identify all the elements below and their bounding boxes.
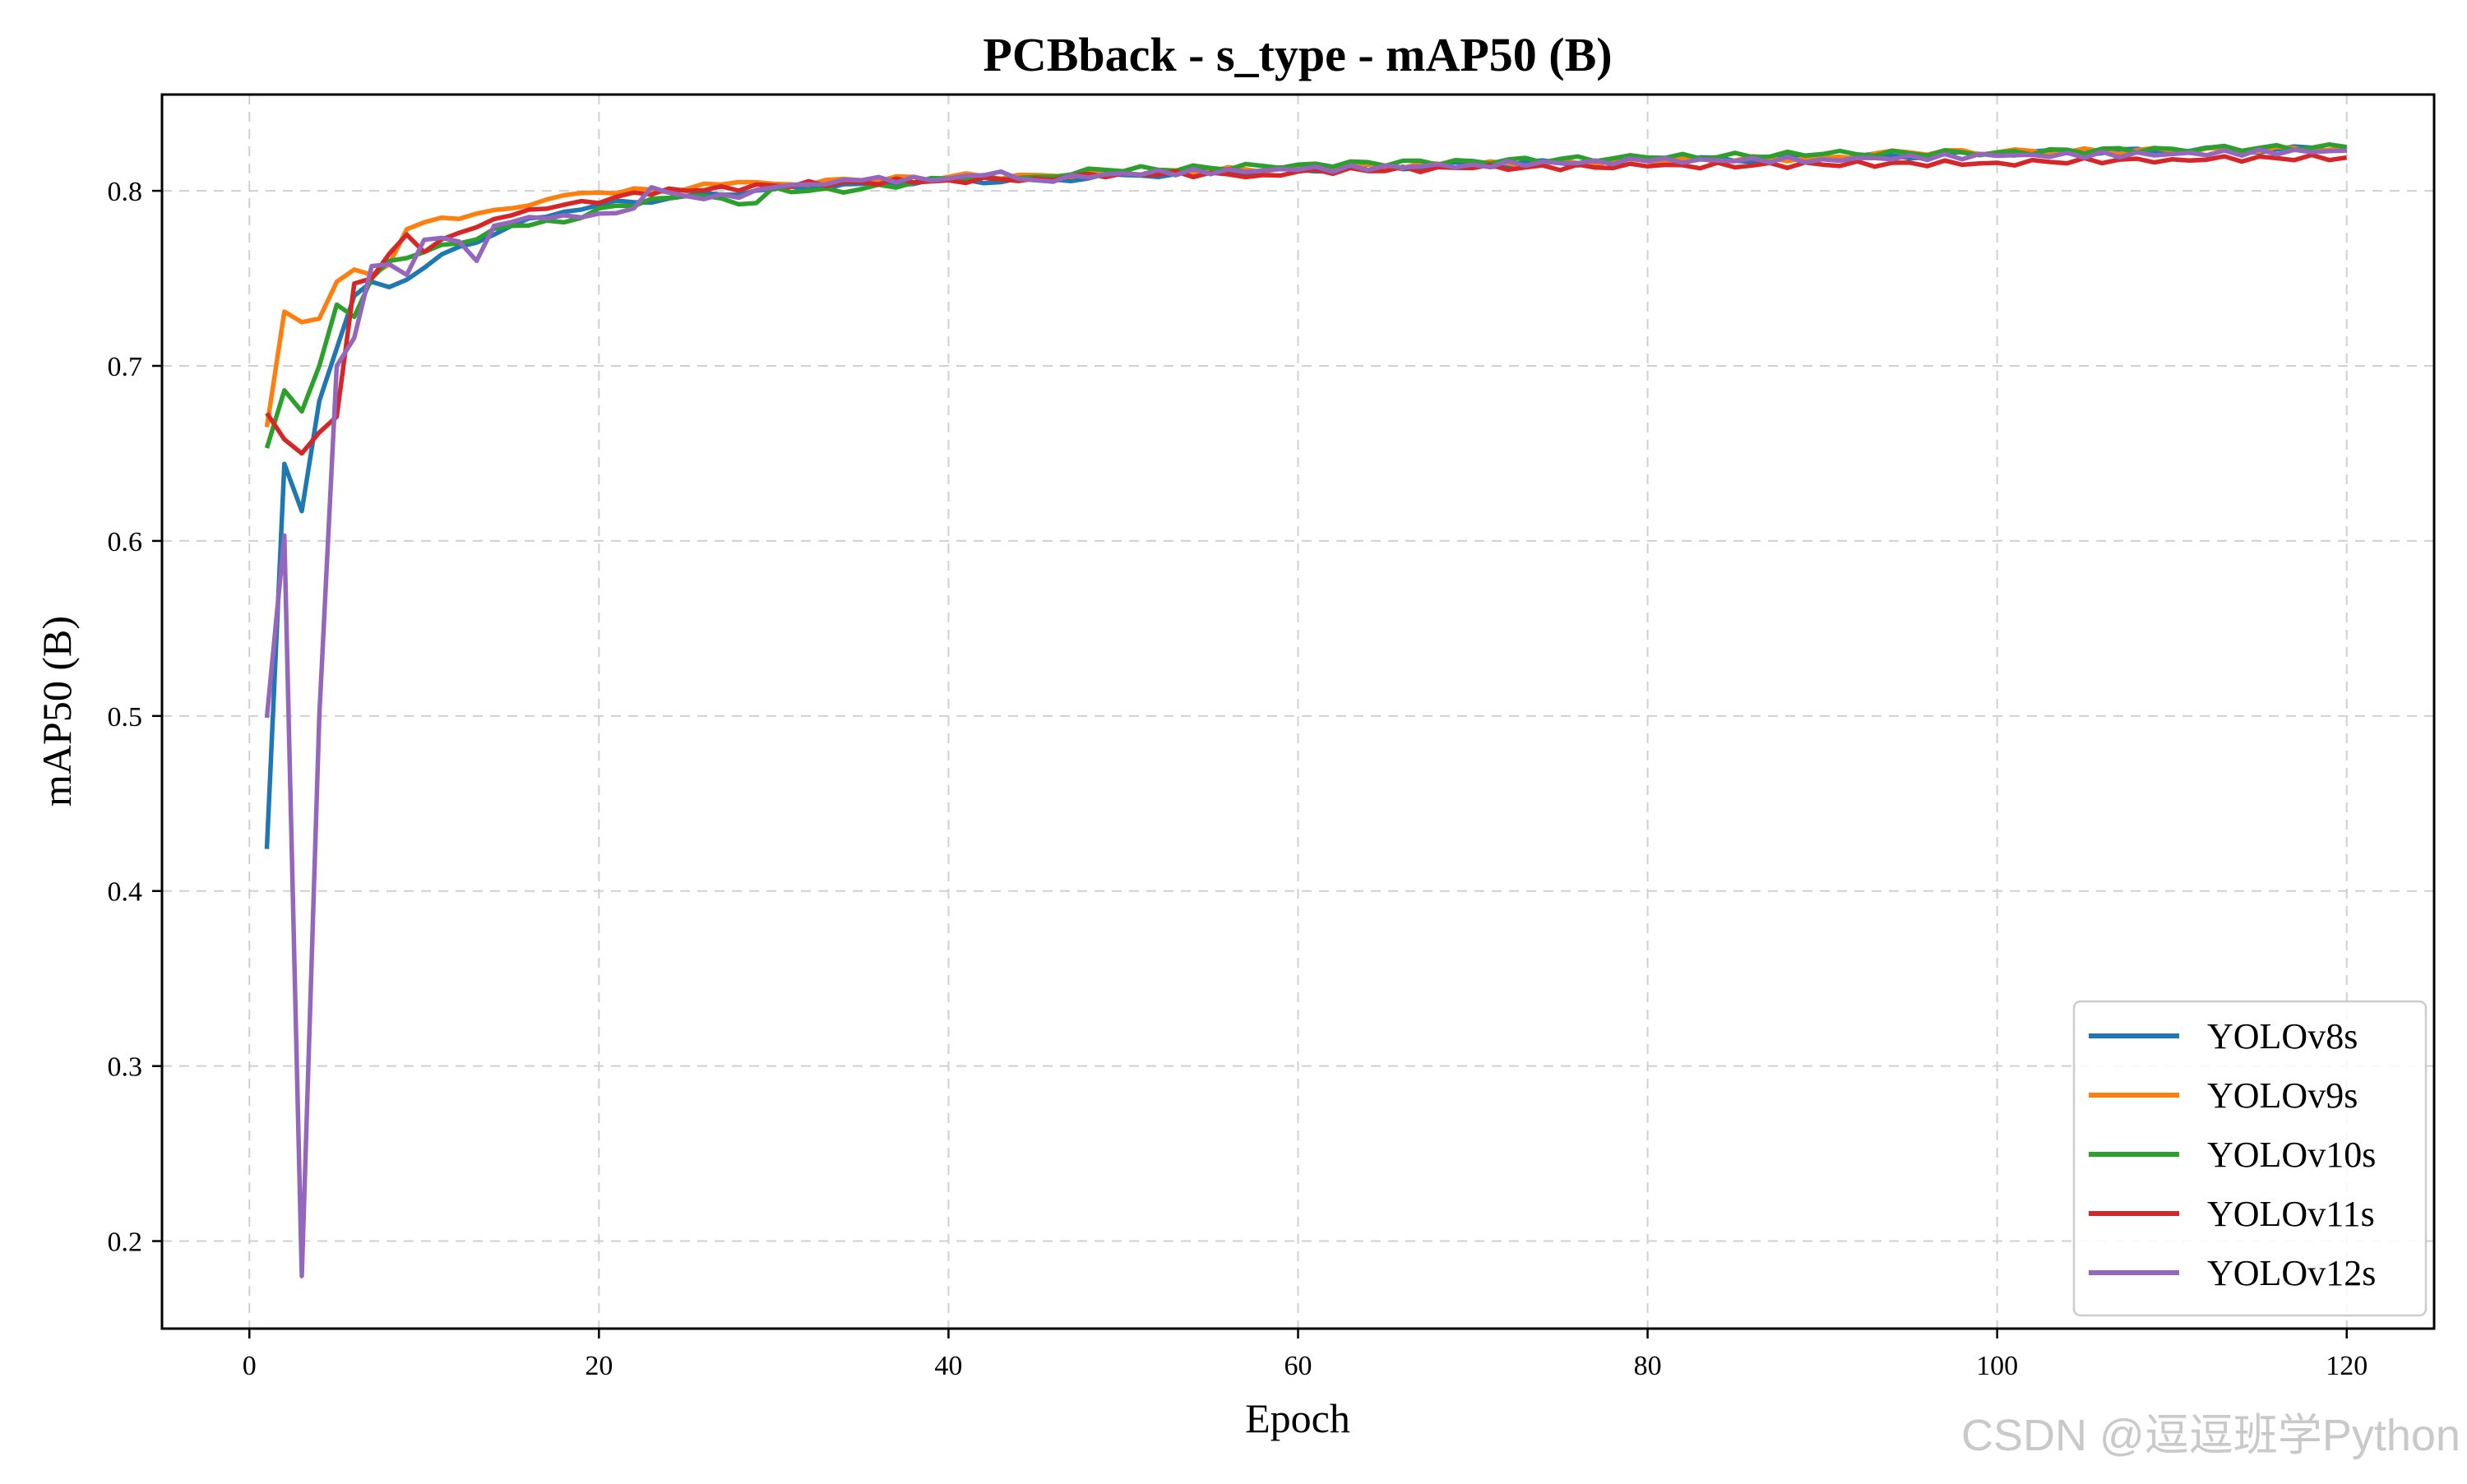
legend-label-yolov11s: YOLOv11s [2207, 1194, 2375, 1234]
legend-label-yolov8s: YOLOv8s [2207, 1016, 2358, 1056]
series-line-yolov12s [264, 146, 2347, 1278]
legend-label-yolov10s: YOLOv10s [2207, 1135, 2376, 1175]
legend: YOLOv8s YOLOv9s YOLOv10s YOLOv11s YOLOv12s [2072, 1000, 2428, 1317]
x-tick-label: 60 [1284, 1351, 1312, 1381]
axis-ticks: 0 20 40 60 80 100 120 0.2 0.3 0.4 0.5 0.6 0.7 0.8 [108, 177, 2368, 1381]
y-axis-label: mAP50 (B) [34, 616, 80, 807]
y-tick-label: 0.7 [108, 352, 143, 382]
watermark: CSDN @逗逗班学Python [1961, 1411, 2460, 1460]
chart-title: PCBback - s_type - mAP50 (B) [983, 28, 1612, 81]
y-tick-label: 0.2 [108, 1227, 143, 1258]
x-axis-label: Epoch [1245, 1395, 1350, 1441]
x-tick-label: 40 [934, 1351, 962, 1381]
legend-label-yolov9s: YOLOv9s [2207, 1075, 2358, 1116]
y-tick-label: 0.4 [108, 877, 143, 908]
x-tick-label: 120 [2326, 1351, 2367, 1381]
series-line-yolov10s [264, 141, 2348, 449]
y-tick-label: 0.6 [108, 527, 143, 557]
y-tick-label: 0.8 [108, 177, 143, 207]
x-tick-label: 20 [585, 1351, 613, 1381]
legend-label-yolov12s: YOLOv12s [2207, 1253, 2376, 1293]
y-tick-label: 0.3 [108, 1052, 143, 1083]
y-tick-label: 0.5 [108, 702, 143, 733]
x-tick-label: 80 [1634, 1351, 1662, 1381]
series-lines [264, 141, 2348, 1278]
legend-box [2072, 1000, 2428, 1317]
x-tick-label: 0 [243, 1351, 257, 1381]
x-tick-label: 100 [1976, 1351, 2018, 1381]
